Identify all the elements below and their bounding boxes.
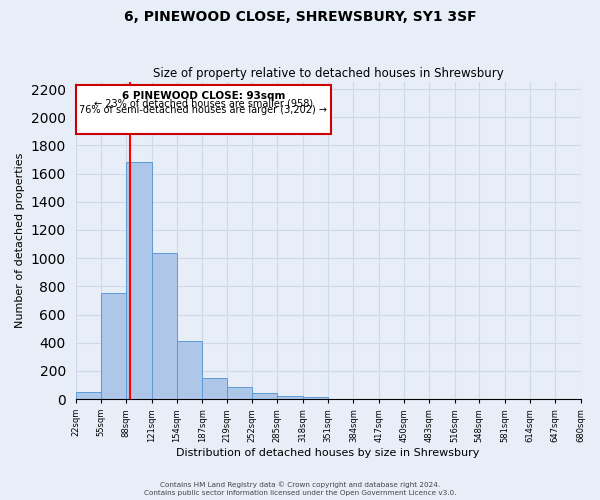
Bar [252, 394, 277, 399]
Bar [202, 378, 227, 399]
Text: 76% of semi-detached houses are larger (3,202) →: 76% of semi-detached houses are larger (… [79, 106, 328, 116]
Bar [126, 162, 152, 399]
Title: Size of property relative to detached houses in Shrewsbury: Size of property relative to detached ho… [152, 66, 503, 80]
Text: ← 23% of detached houses are smaller (958): ← 23% of detached houses are smaller (95… [94, 98, 313, 108]
Bar [177, 342, 202, 399]
Bar [76, 392, 101, 399]
Text: 6, PINEWOOD CLOSE, SHREWSBURY, SY1 3SF: 6, PINEWOOD CLOSE, SHREWSBURY, SY1 3SF [124, 10, 476, 24]
Bar [101, 294, 126, 399]
Bar [277, 396, 302, 399]
Bar [302, 397, 328, 399]
Text: Contains public sector information licensed under the Open Government Licence v3: Contains public sector information licen… [144, 490, 456, 496]
Bar [152, 252, 177, 399]
Text: 6 PINEWOOD CLOSE: 93sqm: 6 PINEWOOD CLOSE: 93sqm [122, 90, 285, 101]
FancyBboxPatch shape [76, 85, 331, 134]
Bar [227, 387, 252, 399]
Y-axis label: Number of detached properties: Number of detached properties [15, 153, 25, 328]
X-axis label: Distribution of detached houses by size in Shrewsbury: Distribution of detached houses by size … [176, 448, 480, 458]
Text: Contains HM Land Registry data © Crown copyright and database right 2024.: Contains HM Land Registry data © Crown c… [160, 481, 440, 488]
